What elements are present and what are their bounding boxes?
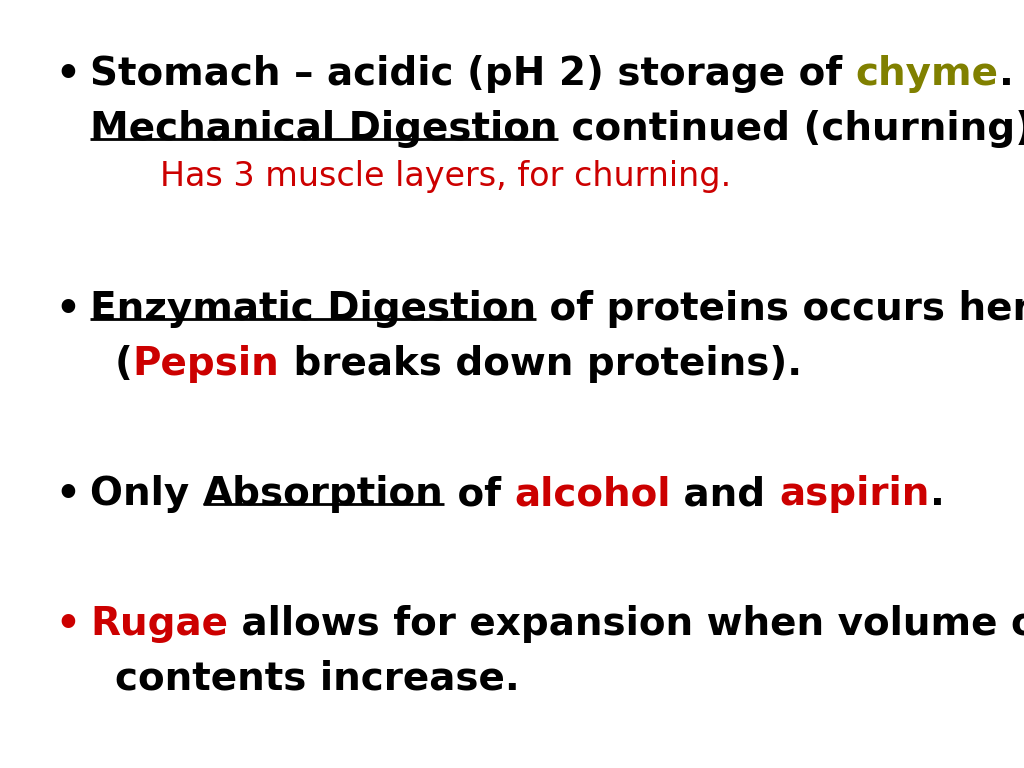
Text: •: • <box>55 290 80 328</box>
Text: Absorption: Absorption <box>203 475 443 513</box>
Text: continued (churning).: continued (churning). <box>557 110 1024 148</box>
Text: chyme: chyme <box>856 55 998 93</box>
Text: .: . <box>998 55 1014 93</box>
Text: of proteins occurs here: of proteins occurs here <box>537 290 1024 328</box>
Text: breaks down proteins).: breaks down proteins). <box>280 345 802 383</box>
Text: (: ( <box>115 345 133 383</box>
Text: .: . <box>930 475 944 513</box>
Text: Rugae: Rugae <box>90 605 228 643</box>
Text: allows for expansion when volume of: allows for expansion when volume of <box>228 605 1024 643</box>
Text: •: • <box>55 55 80 93</box>
Text: Pepsin: Pepsin <box>133 345 280 383</box>
Text: •: • <box>55 475 80 513</box>
Text: Mechanical Digestion: Mechanical Digestion <box>90 110 557 148</box>
Text: Has 3 muscle layers, for churning.: Has 3 muscle layers, for churning. <box>160 160 731 193</box>
Text: Only: Only <box>90 475 203 513</box>
Text: aspirin: aspirin <box>779 475 930 513</box>
Text: contents increase.: contents increase. <box>115 660 520 698</box>
Text: of: of <box>443 475 514 513</box>
Text: Enzymatic Digestion: Enzymatic Digestion <box>90 290 537 328</box>
Text: alcohol: alcohol <box>514 475 671 513</box>
Text: Stomach – acidic (pH 2) storage of: Stomach – acidic (pH 2) storage of <box>90 55 856 93</box>
Text: and: and <box>671 475 779 513</box>
Text: •: • <box>55 605 80 643</box>
